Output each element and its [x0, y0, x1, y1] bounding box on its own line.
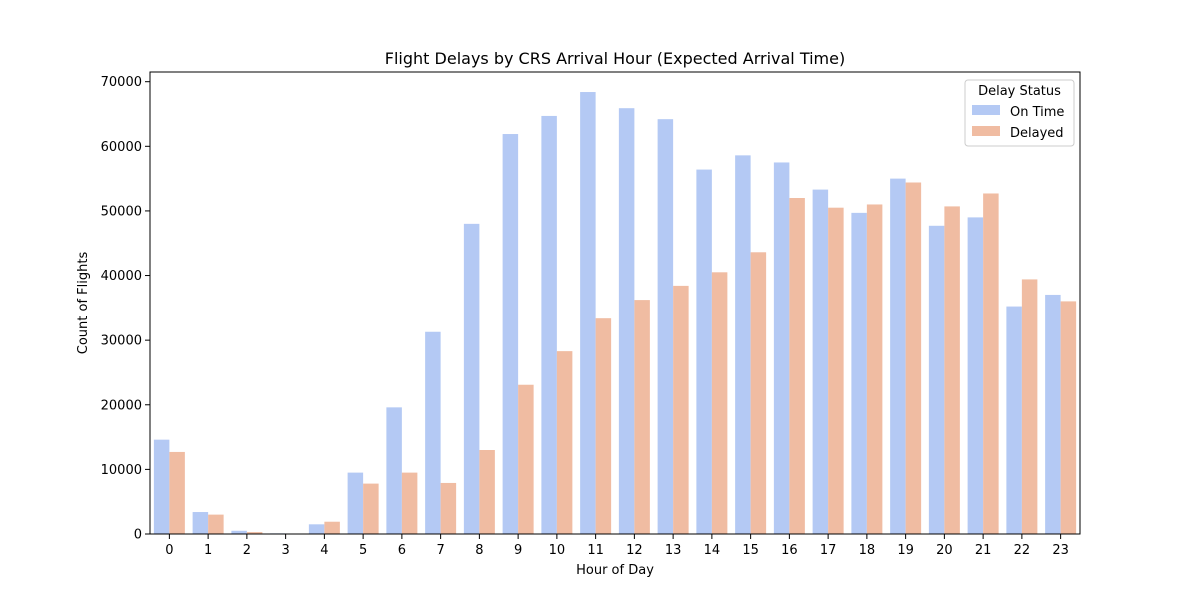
bar-on-time-11: [580, 92, 596, 534]
bar-on-time-23: [1045, 295, 1061, 534]
legend: Delay Status On Time Delayed: [965, 80, 1074, 146]
x-tick-label: 3: [281, 543, 289, 558]
x-tick-label: 17: [820, 543, 837, 558]
bar-delayed-7: [441, 483, 457, 534]
legend-label-delayed: Delayed: [1010, 126, 1064, 141]
bar-delayed-12: [634, 300, 650, 534]
x-tick-label: 1: [204, 543, 212, 558]
x-tick-label: 5: [359, 543, 367, 558]
bar-delayed-10: [557, 351, 573, 534]
bar-on-time-9: [503, 134, 519, 534]
bar-delayed-4: [324, 522, 340, 534]
bar-on-time-22: [1006, 307, 1022, 534]
x-tick-label: 12: [626, 543, 643, 558]
x-axis-label: Hour of Day: [576, 563, 654, 578]
legend-swatch-delayed: [972, 126, 1000, 136]
bar-on-time-17: [813, 190, 829, 534]
bar-delayed-17: [828, 208, 844, 534]
bar-on-time-15: [735, 155, 751, 534]
bar-on-time-7: [425, 332, 441, 534]
bar-on-time-21: [968, 217, 984, 534]
bar-delayed-18: [867, 204, 883, 534]
bar-on-time-10: [541, 116, 557, 534]
bar-delayed-0: [169, 452, 185, 534]
bars-layer: [154, 92, 1076, 534]
x-tick-label: 13: [665, 543, 682, 558]
x-tick-label: 6: [398, 543, 406, 558]
x-tick-label: 11: [587, 543, 604, 558]
bar-delayed-11: [596, 318, 612, 534]
y-tick-label: 40000: [101, 269, 142, 284]
bar-delayed-13: [673, 286, 689, 534]
bar-on-time-12: [619, 108, 635, 534]
bar-delayed-8: [479, 450, 495, 534]
x-tick-label: 8: [475, 543, 483, 558]
bar-delayed-6: [402, 473, 418, 534]
legend-label-on-time: On Time: [1010, 105, 1064, 120]
x-tick-label: 20: [936, 543, 953, 558]
x-tick-label: 4: [320, 543, 328, 558]
bar-delayed-15: [751, 252, 767, 534]
x-tick-label: 0: [165, 543, 173, 558]
y-tick-label: 20000: [101, 398, 142, 413]
chart-title: Flight Delays by CRS Arrival Hour (Expec…: [385, 49, 845, 68]
bar-on-time-4: [309, 524, 325, 534]
x-tick-label: 16: [781, 543, 798, 558]
bar-delayed-19: [906, 182, 922, 534]
bar-delayed-23: [1061, 301, 1077, 534]
bar-on-time-6: [386, 407, 402, 534]
y-tick-label: 10000: [101, 463, 142, 478]
bar-delayed-22: [1022, 279, 1038, 534]
x-tick-label: 23: [1052, 543, 1069, 558]
x-tick-label: 10: [549, 543, 566, 558]
x-tick-label: 19: [897, 543, 914, 558]
y-tick-label: 0: [134, 528, 142, 543]
x-tick-label: 22: [1014, 543, 1031, 558]
y-tick-label: 30000: [101, 334, 142, 349]
bar-on-time-0: [154, 440, 170, 534]
bar-delayed-5: [363, 484, 379, 534]
bar-delayed-20: [944, 206, 960, 534]
bar-delayed-21: [983, 193, 999, 534]
x-tick-label: 14: [704, 543, 721, 558]
bar-delayed-16: [789, 198, 805, 534]
x-tick-label: 9: [514, 543, 522, 558]
bar-on-time-19: [890, 179, 906, 534]
bar-delayed-9: [518, 385, 534, 534]
y-tick-label: 70000: [101, 75, 142, 90]
bar-on-time-16: [774, 162, 790, 534]
bar-on-time-13: [658, 119, 674, 534]
x-tick-label: 18: [859, 543, 876, 558]
y-tick-label: 60000: [101, 140, 142, 155]
x-tick-label: 2: [243, 543, 251, 558]
bar-on-time-8: [464, 224, 480, 534]
x-tick-label: 15: [742, 543, 759, 558]
bar-on-time-20: [929, 226, 945, 534]
bar-on-time-14: [696, 170, 712, 534]
legend-title: Delay Status: [978, 84, 1061, 99]
x-tick-label: 21: [975, 543, 992, 558]
bar-delayed-14: [712, 272, 728, 534]
x-tick-label: 7: [436, 543, 444, 558]
legend-swatch-on-time: [972, 105, 1000, 115]
bar-on-time-1: [193, 512, 209, 534]
bar-on-time-5: [348, 473, 364, 534]
y-tick-label: 50000: [101, 204, 142, 219]
y-axis-label: Count of Flights: [76, 252, 91, 355]
bar-on-time-18: [851, 213, 867, 534]
bar-delayed-1: [208, 515, 224, 534]
